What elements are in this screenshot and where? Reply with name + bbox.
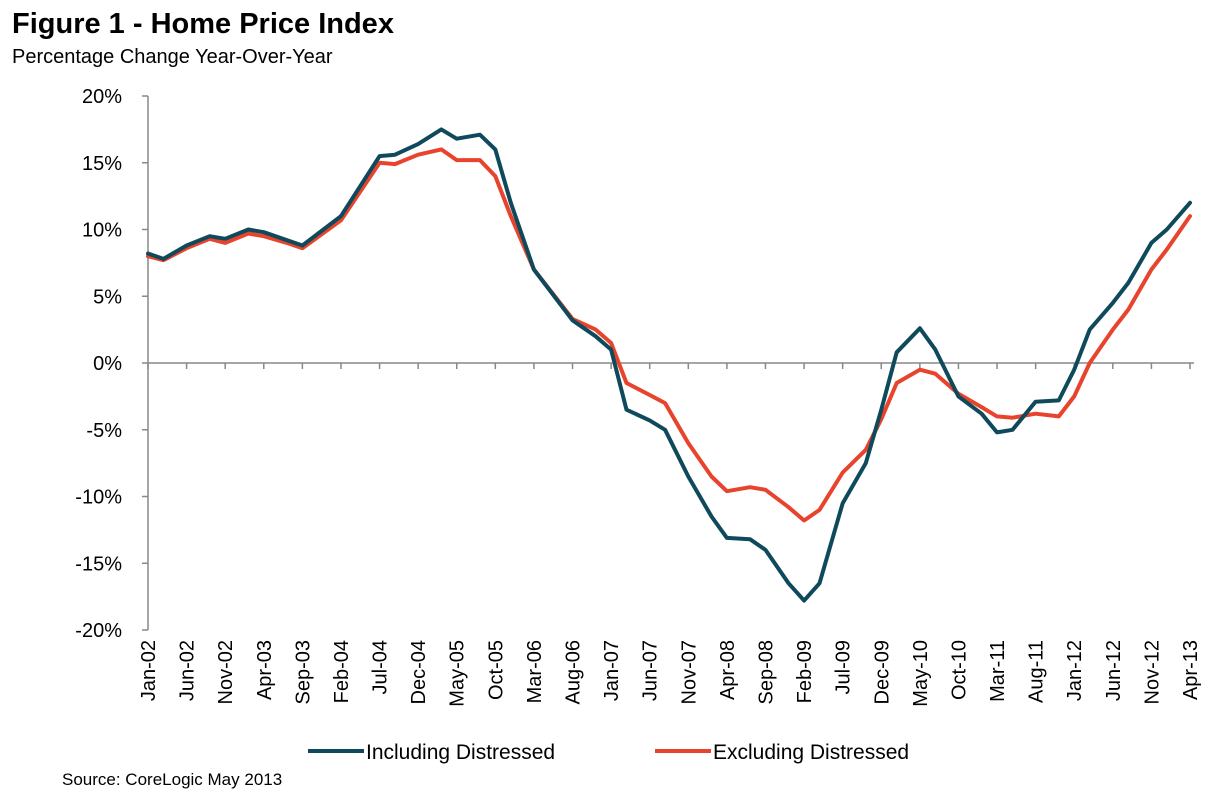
- x-tick-label: Oct-10: [948, 640, 970, 700]
- y-tick-label: 15%: [82, 153, 122, 175]
- x-tick-label: Jun-07: [640, 640, 662, 701]
- x-tick-label: Mar-06: [524, 640, 546, 703]
- y-tick-label: 10%: [82, 220, 122, 242]
- x-tick-label: Oct-05: [485, 640, 507, 700]
- x-tick-label: May-05: [447, 640, 469, 707]
- x-tick-label: Jul-04: [370, 640, 392, 694]
- x-tick-label: Nov-07: [678, 640, 700, 704]
- x-tick-label: Jul-09: [833, 640, 855, 694]
- axes: [147, 96, 1194, 630]
- legend-label: Excluding Distressed: [713, 741, 909, 764]
- source-note: Source: CoreLogic May 2013: [62, 770, 283, 789]
- x-tick-label: Jun-12: [1103, 640, 1125, 701]
- chart-title: Figure 1 - Home Price Index: [12, 8, 394, 40]
- legend: Including Distressed Excluding Distressed: [308, 741, 909, 764]
- x-tick-label: Dec-09: [871, 640, 893, 704]
- x-tick-label: Apr-13: [1180, 640, 1202, 700]
- y-axis-ticks: 20% 15% 10% 5% 0% -5% -10% -15% -20%: [75, 86, 148, 642]
- x-tick-label: Jan-07: [601, 640, 623, 701]
- y-tick-label: -10%: [75, 487, 122, 509]
- x-axis-ticks: Jan-02 Jun-02 Nov-02 Apr-03 Sep-03 Feb-04 Jul-…: [138, 363, 1202, 707]
- y-tick-label: 0%: [93, 353, 122, 375]
- y-tick-label: -5%: [86, 420, 122, 442]
- x-tick-label: Sep-08: [755, 640, 777, 705]
- y-tick-label: 5%: [93, 286, 122, 308]
- x-tick-label: Nov-12: [1141, 640, 1163, 704]
- x-tick-label: Aug-11: [1026, 640, 1048, 703]
- x-tick-label: Feb-04: [331, 640, 353, 703]
- x-tick-label: Sep-03: [292, 640, 314, 705]
- series-line-excluding-distressed: [146, 147, 1192, 523]
- x-tick-label: Apr-08: [717, 640, 739, 700]
- x-tick-label: Feb-09: [794, 640, 816, 703]
- series-lines: [146, 127, 1192, 603]
- y-tick-label: -15%: [75, 553, 122, 575]
- x-tick-label: Jan-02: [138, 640, 160, 701]
- y-tick-label: 20%: [82, 86, 122, 108]
- x-tick-label: Mar-11: [987, 640, 1009, 702]
- chart-subtitle: Percentage Change Year-Over-Year: [12, 46, 333, 68]
- x-tick-label: May-10: [910, 640, 932, 707]
- series-line-including-distressed: [146, 127, 1192, 603]
- x-tick-label: Aug-06: [563, 640, 585, 705]
- legend-label: Including Distressed: [366, 741, 555, 764]
- x-tick-label: Jun-02: [177, 640, 199, 701]
- x-tick-label: Jan-12: [1064, 640, 1086, 701]
- y-tick-label: -20%: [75, 620, 122, 642]
- x-tick-label: Nov-02: [215, 640, 237, 704]
- x-tick-label: Apr-03: [254, 640, 276, 700]
- x-tick-label: Dec-04: [408, 640, 430, 704]
